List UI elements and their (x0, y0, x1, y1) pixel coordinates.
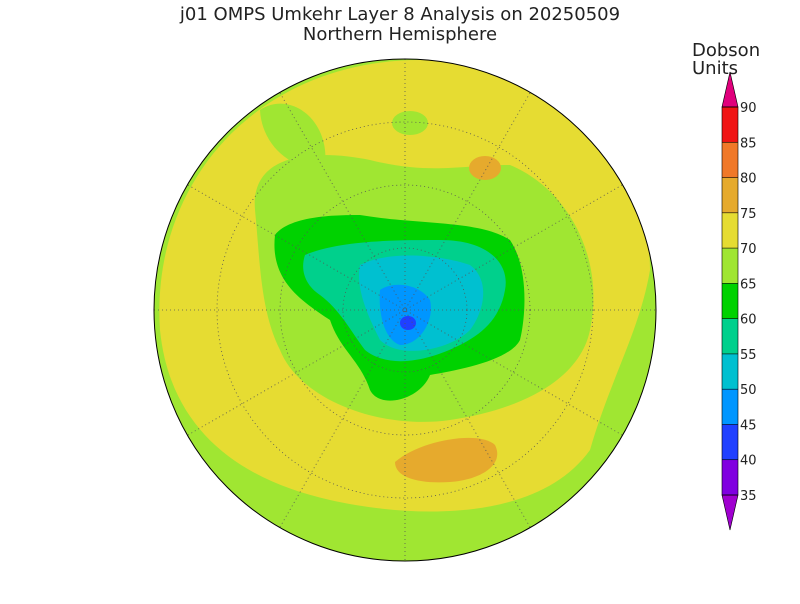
colorbar-tick-label: 35 (740, 489, 757, 504)
colorbar-label: Dobson (692, 40, 760, 61)
colorbar-segment (722, 353, 738, 390)
colorbar-label: Units (692, 58, 738, 79)
title: j01 OMPS Umkehr Layer 8 Analysis on 2025… (179, 4, 620, 25)
colorbar-segment (722, 389, 738, 425)
colorbar-segment (722, 142, 738, 178)
colorbar-tick-label: 70 (740, 242, 757, 257)
colorbar-tick-label: 60 (740, 313, 757, 328)
colorbar-segment (722, 424, 738, 460)
subtitle: Northern Hemisphere (303, 24, 497, 45)
map-border (153, 58, 657, 562)
colorbar-tick-label: 80 (740, 172, 757, 187)
colorbar-extend-low (721, 494, 739, 531)
colorbar-segment (722, 459, 738, 495)
colorbar-tick-label: 45 (740, 418, 757, 433)
colorbar-segment (722, 212, 738, 249)
colorbar-tick-label: 85 (740, 136, 757, 151)
colorbar-tick-label: 65 (740, 277, 757, 292)
colorbar-segment (722, 283, 738, 319)
colorbar-tick-label: 50 (740, 383, 757, 398)
colorbar-segment (722, 107, 738, 143)
ozone-field (154, 59, 656, 561)
colorbar-segment (722, 177, 738, 213)
graticule (154, 59, 656, 561)
colorbar: 35 40 45 50 55 60 65 70 75 80 85 90 (721, 71, 757, 531)
colorbar-segment (722, 248, 738, 284)
colorbar-tick-label: 90 (740, 101, 757, 116)
colorbar-tick-label: 40 (740, 454, 757, 469)
colorbar-segment (722, 318, 738, 354)
colorbar-tick-label: 55 (740, 348, 757, 363)
colorbar-tick-label: 75 (740, 207, 757, 222)
